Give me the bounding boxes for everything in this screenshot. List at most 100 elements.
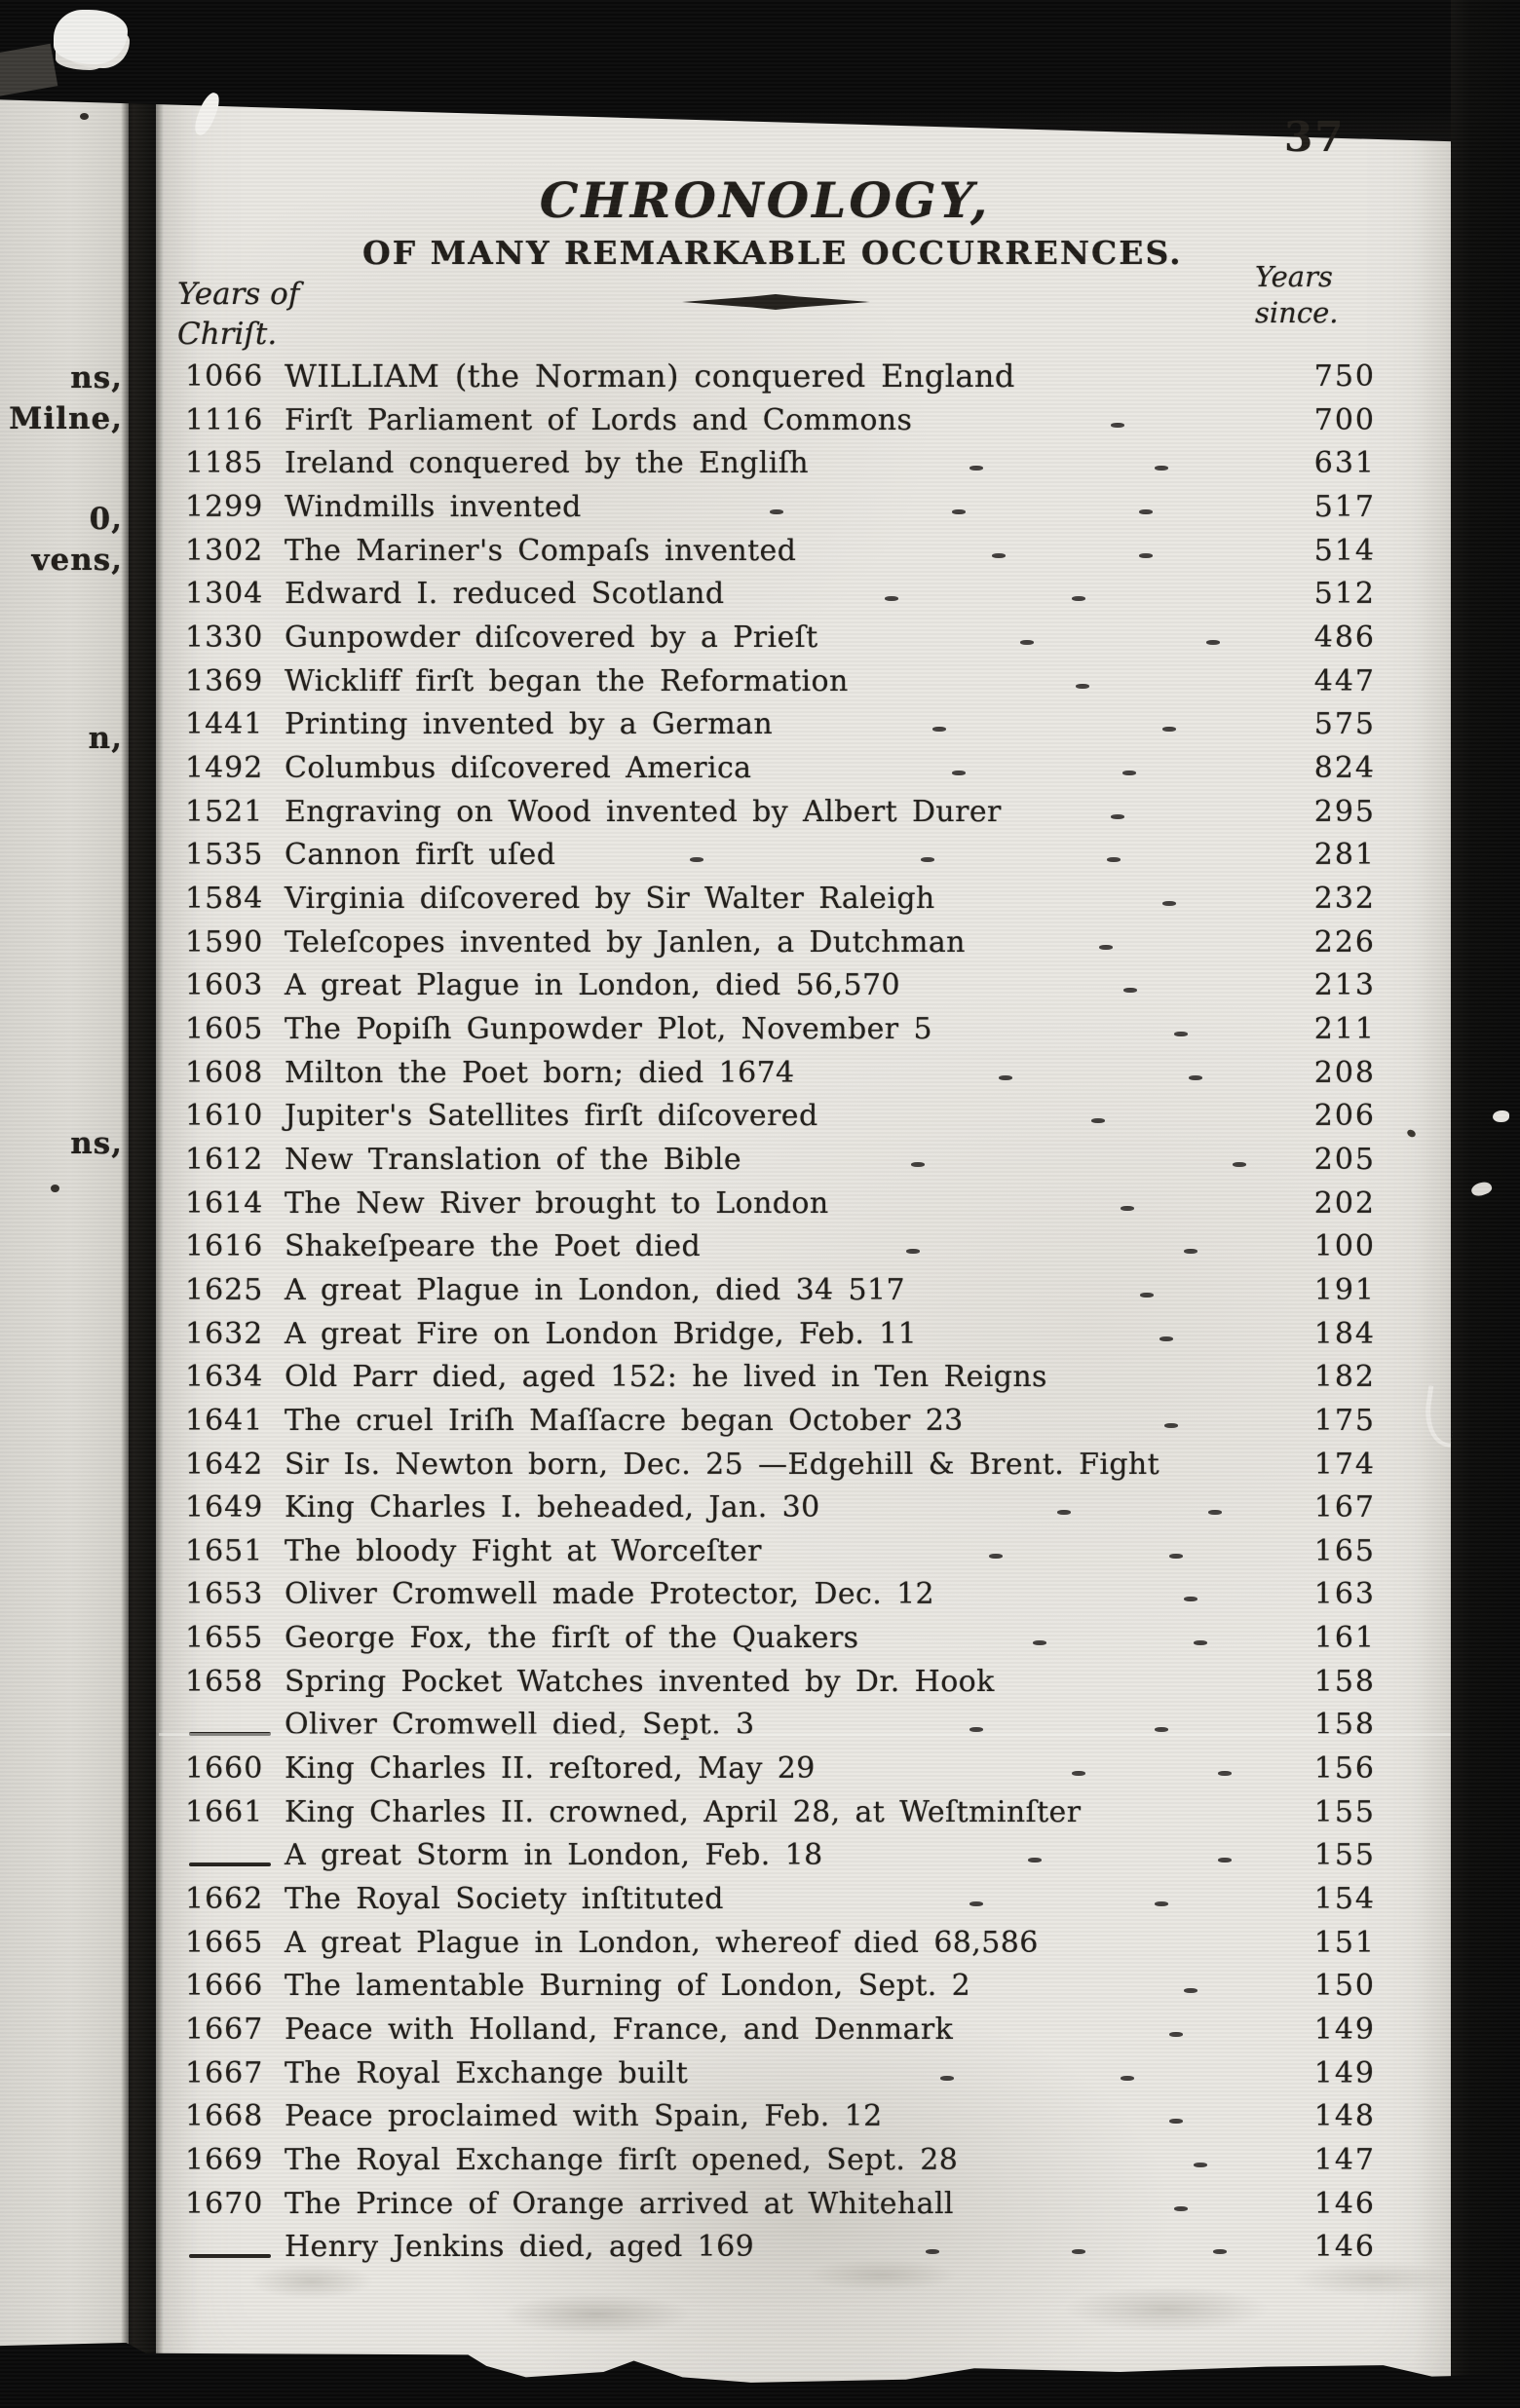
event-cell: The New River brought to London <box>285 1185 829 1221</box>
years-since-cell: 146 <box>1313 2186 1376 2221</box>
table-row: 1655 George Fox, the firſt of the Quakers… <box>185 1616 1376 1660</box>
year-cell: 1612 <box>185 1142 264 1177</box>
years-since-cell: 154 <box>1313 1882 1376 1917</box>
chronology-table: 1066 WILLIAM (the Norman) conquered Engla… <box>185 355 1376 2293</box>
event-cell: The Royal Society inſtituted <box>285 1882 724 1917</box>
facing-page-text-fragment: Milne, <box>9 401 123 436</box>
years-since-cell: 631 <box>1313 446 1376 481</box>
leader-dash <box>969 1901 983 1907</box>
years-since-cell: 155 <box>1313 1838 1376 1873</box>
leader-dash <box>1121 1205 1134 1211</box>
leader-dash <box>1099 944 1113 950</box>
leader-dash <box>999 1074 1012 1080</box>
years-since-cell: 517 <box>1313 489 1376 524</box>
leader-dash <box>940 2075 954 2081</box>
event-cell: Milton the Poet born; died 1674 <box>285 1055 795 1090</box>
leader-dash <box>1169 1553 1183 1559</box>
event-cell: The cruel Iriſh Maſſacre began October 2… <box>285 1403 964 1438</box>
leader-dash <box>690 857 703 863</box>
years-since-cell: 167 <box>1313 1490 1376 1525</box>
leader-dash <box>1184 1249 1197 1255</box>
year-cell: 1667 <box>185 2055 264 2090</box>
table-row: 1660 King Charles II. reſtored, May 29 156 <box>185 1747 1376 1790</box>
event-cell: The Royal Exchange firſt opened, Sept. 2… <box>285 2143 959 2178</box>
year-cell: 1116 <box>185 402 264 437</box>
year-ditto-dash <box>189 2254 271 2259</box>
facing-page-text-fragment: vens, <box>31 543 123 578</box>
table-row: 1670 The Prince of Orange arrived at Whit… <box>185 2182 1376 2226</box>
leader-dash <box>770 508 783 514</box>
years-since-cell: 146 <box>1313 2230 1376 2265</box>
table-row: 1666 The lamentable Burning of London, Se… <box>185 1964 1376 2008</box>
leader-dash <box>1033 1640 1046 1646</box>
table-row: A great Storm in London, Feb. 18 155 <box>185 1833 1376 1877</box>
page-subtitle: OF MANY REMARKABLE OCCURRENCES. <box>362 234 1183 272</box>
facing-page-text-fragment: 0, <box>89 502 123 537</box>
leader-dash <box>1072 2249 1085 2255</box>
event-cell: New Translation of the Bible <box>285 1142 741 1177</box>
event-cell: Henry Jenkins died, aged 169 <box>285 2230 755 2265</box>
leader-dash <box>1111 422 1124 428</box>
scan-border-right <box>1451 0 1520 2408</box>
year-cell: 1670 <box>185 2186 264 2221</box>
year-cell: 1608 <box>185 1055 264 1090</box>
year-cell: 1304 <box>185 577 264 612</box>
table-row: 1668 Peace proclaimed with Spain, Feb. 12… <box>185 2094 1376 2138</box>
event-cell: The Mariner's Compaſs invented <box>285 533 797 568</box>
leader-dash <box>1174 1031 1188 1036</box>
year-cell: 1330 <box>185 620 264 655</box>
event-cell: George Fox, the firſt of the Quakers <box>285 1621 859 1656</box>
leader-dash <box>969 466 983 471</box>
swelled-rule-ornament <box>682 294 870 310</box>
facing-page-text-fragment: ns, <box>70 360 123 395</box>
leader-dash <box>992 552 1006 558</box>
table-row: 1603 A great Plague in London, died 56,57… <box>185 963 1376 1007</box>
event-cell: Cannon firſt uſed <box>285 838 556 873</box>
leader-dash <box>1169 2119 1183 2125</box>
event-cell: The bloody Fight at Worceſter <box>285 1533 762 1568</box>
leader-dash <box>1028 1858 1042 1863</box>
table-row: 1662 The Royal Society inſtituted 154 <box>185 1877 1376 1921</box>
leader-dash <box>1122 770 1136 775</box>
year-cell: 1603 <box>185 968 264 1003</box>
year-cell: 1634 <box>185 1360 264 1395</box>
leader-dash <box>921 857 934 863</box>
years-since-cell: 148 <box>1313 2099 1376 2134</box>
years-since-cell: 226 <box>1313 924 1376 959</box>
table-row: 1521 Engraving on Wood invented by Albert… <box>185 790 1376 834</box>
event-cell: Ireland conquered by the Engliſh <box>285 446 809 481</box>
table-row: 1669 The Royal Exchange firſt opened, Sep… <box>185 2138 1376 2182</box>
years-since-cell: 184 <box>1313 1316 1376 1351</box>
event-cell: The Prince of Orange arrived at Whitehal… <box>285 2186 954 2221</box>
event-cell: Virginia diſcovered by Sir Walter Raleig… <box>285 881 935 916</box>
year-cell: 1492 <box>185 750 264 785</box>
years-since-cell: 156 <box>1313 1751 1376 1787</box>
leader-dash <box>1020 639 1034 645</box>
leader-dash <box>1057 1510 1071 1516</box>
column-header-line: Years <box>1255 260 1333 293</box>
years-since-cell: 213 <box>1313 968 1376 1003</box>
event-cell: Peace proclaimed with Spain, Feb. 12 <box>285 2099 883 2134</box>
years-since-cell: 147 <box>1313 2143 1376 2178</box>
event-cell: Oliver Cromwell made Protector, Dec. 12 <box>285 1577 935 1612</box>
table-row: 1330 Gunpowder diſcovered by a Prieſt 486 <box>185 616 1376 659</box>
table-row: 1608 Milton the Poet born; died 1674 208 <box>185 1051 1376 1095</box>
year-ditto-dash <box>189 1862 271 1867</box>
year-cell: 1584 <box>185 881 264 916</box>
leader-dash <box>1139 552 1153 558</box>
table-row: 1185 Ireland conquered by the Engliſh 631 <box>185 441 1376 485</box>
year-cell: 1655 <box>185 1621 264 1656</box>
table-row: 1667 Peace with Holland, France, and Denm… <box>185 2008 1376 2051</box>
years-since-cell: 149 <box>1313 2013 1376 2048</box>
event-cell: Teleſcopes invented by Janlen, a Dutchma… <box>285 924 966 959</box>
table-row: 1590 Teleſcopes invented by Janlen, a Dut… <box>185 921 1376 964</box>
leader-dash <box>1218 1771 1232 1777</box>
table-row: 1634 Old Parr died, aged 152: he lived in… <box>185 1355 1376 1399</box>
years-since-cell: 191 <box>1313 1272 1376 1307</box>
table-row: 1441 Printing invented by a German 575 <box>185 702 1376 746</box>
leader-dash <box>1194 1640 1207 1646</box>
year-cell: 1066 <box>185 359 264 394</box>
leader-dash <box>1206 639 1220 645</box>
leader-dash <box>1194 2163 1207 2168</box>
years-since-cell: 182 <box>1313 1360 1376 1395</box>
